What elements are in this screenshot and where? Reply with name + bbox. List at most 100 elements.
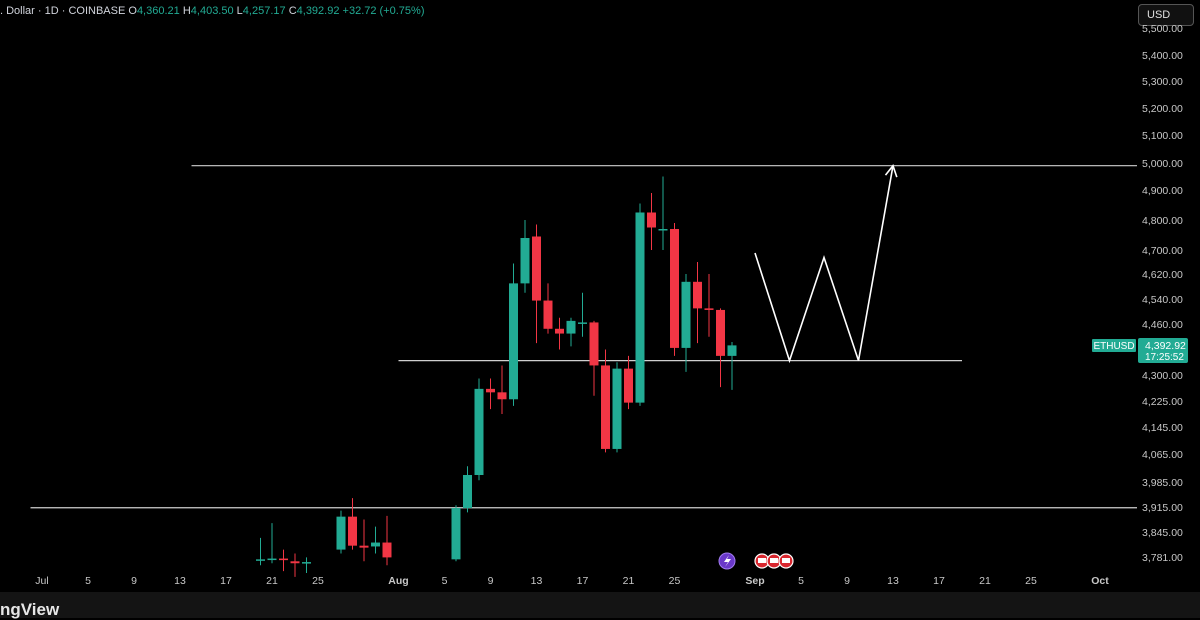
x-axis-tick-label: Aug bbox=[388, 575, 408, 587]
candle-body bbox=[497, 392, 507, 400]
y-axis-tick-label: 4,460.00 bbox=[1142, 319, 1183, 331]
candle-body bbox=[290, 561, 300, 564]
candle-body bbox=[555, 328, 564, 334]
x-axis-tick-label: 5 bbox=[442, 575, 448, 587]
candle-body bbox=[543, 300, 553, 329]
x-axis-tick-label: 5 bbox=[798, 575, 804, 587]
candle-body bbox=[566, 320, 576, 334]
y-axis-tick-label: 4,300.00 bbox=[1142, 370, 1183, 382]
y-axis-tick-label: 3,985.00 bbox=[1142, 477, 1183, 489]
symbol-tag-label: ETHUSD bbox=[1093, 341, 1134, 352]
x-axis-tick-label: 13 bbox=[531, 575, 543, 587]
candle-body bbox=[520, 238, 530, 284]
brand-logo-text: ngView bbox=[0, 600, 60, 619]
candle-body bbox=[589, 322, 599, 366]
candle-body bbox=[693, 281, 702, 309]
y-axis-tick-label: 5,000.00 bbox=[1142, 158, 1183, 170]
candle-body bbox=[578, 322, 587, 324]
candle-body bbox=[601, 365, 610, 449]
candle-body bbox=[348, 516, 357, 546]
y-axis-tick-label: 5,200.00 bbox=[1142, 103, 1183, 115]
open-value: 4,360.21 bbox=[136, 5, 180, 17]
candle-body bbox=[681, 281, 691, 348]
y-axis-tick-label: 3,915.00 bbox=[1142, 502, 1183, 514]
x-axis-tick-label: Sep bbox=[745, 575, 764, 587]
price-tag bbox=[1138, 338, 1188, 363]
candle-body bbox=[670, 229, 679, 348]
low-label: L bbox=[236, 5, 243, 17]
y-axis-tick-label: 4,540.00 bbox=[1142, 294, 1183, 306]
candle-body bbox=[635, 212, 645, 403]
x-axis-tick-label: 9 bbox=[844, 575, 850, 587]
change-value: +32.72 (+0.75%) bbox=[342, 5, 425, 17]
y-axis-tick-label: 4,145.00 bbox=[1142, 422, 1183, 434]
flag-stripe bbox=[770, 558, 778, 563]
x-axis-tick-label: 21 bbox=[623, 575, 635, 587]
candle-body bbox=[658, 229, 668, 231]
x-axis-tick-label: 9 bbox=[131, 575, 137, 587]
x-axis-tick-label: 17 bbox=[933, 575, 945, 587]
candle-body bbox=[509, 283, 518, 400]
candle-body bbox=[256, 559, 265, 561]
candle-body bbox=[463, 475, 472, 509]
candle-body bbox=[532, 236, 541, 301]
candle-body bbox=[727, 345, 737, 356]
x-axis-tick-label: 21 bbox=[266, 575, 278, 587]
candle-body bbox=[336, 516, 346, 550]
y-axis-tick-label: 3,781.00 bbox=[1142, 552, 1183, 564]
candle-body bbox=[704, 308, 714, 310]
y-axis-tick-label: 5,300.00 bbox=[1142, 76, 1183, 88]
symbol-header: . Dollar · 1D · COINBASE O4,360.21 H4,40… bbox=[0, 5, 424, 21]
y-axis-tick-label: 5,100.00 bbox=[1142, 130, 1183, 142]
candle-body bbox=[612, 368, 622, 449]
candle-body bbox=[474, 388, 484, 475]
candle-body bbox=[486, 388, 495, 393]
flag-stripe bbox=[758, 558, 766, 563]
symbol-tag bbox=[1092, 339, 1136, 352]
y-axis-tick-label: 4,800.00 bbox=[1142, 215, 1183, 227]
y-axis-tick-label: 4,700.00 bbox=[1142, 245, 1183, 257]
y-axis-tick-label: 3,845.00 bbox=[1142, 527, 1183, 539]
close-value: 4,392.92 bbox=[296, 5, 340, 17]
close-label: C bbox=[288, 5, 297, 17]
x-axis-tick-label: 13 bbox=[887, 575, 899, 587]
candle-body bbox=[624, 368, 633, 403]
symbol-title: . Dollar · 1D · COINBASE bbox=[0, 5, 126, 17]
x-axis-tick-label: 13 bbox=[174, 575, 186, 587]
currency-button[interactable]: USD bbox=[1138, 4, 1194, 26]
projection-arrow-head bbox=[884, 164, 898, 178]
price-tag-countdown: 17:25:52 bbox=[1145, 352, 1184, 363]
candle-body bbox=[279, 558, 288, 561]
x-axis-tick-label: 21 bbox=[979, 575, 991, 587]
candle-body bbox=[267, 558, 277, 561]
y-axis-tick-label: 4,225.00 bbox=[1142, 396, 1183, 408]
y-axis-tick-label: 4,620.00 bbox=[1142, 269, 1183, 281]
open-label: O bbox=[128, 5, 137, 17]
candle-body bbox=[647, 212, 656, 228]
y-axis-tick-label: 4,900.00 bbox=[1142, 185, 1183, 197]
price-chart[interactable]: 5,500.00 5,400.00 5,300.00 5,200.00 5,100.00… bbox=[0, 0, 1200, 592]
y-axis-tick-label: 4,065.00 bbox=[1142, 449, 1183, 461]
x-axis-tick-label: Jul bbox=[35, 575, 48, 587]
candle-body bbox=[359, 545, 369, 548]
x-axis-tick-label: 25 bbox=[669, 575, 681, 587]
x-axis-tick-label: 9 bbox=[488, 575, 494, 587]
x-axis-tick-label: 25 bbox=[312, 575, 324, 587]
x-axis-tick-label: 5 bbox=[85, 575, 91, 587]
candle-body bbox=[302, 562, 311, 564]
high-value: 4,403.50 bbox=[190, 5, 234, 17]
projection-path bbox=[754, 165, 894, 364]
candle-body bbox=[451, 508, 461, 560]
candle-body bbox=[716, 309, 725, 356]
high-label: H bbox=[182, 5, 191, 17]
lightning-glyph bbox=[724, 555, 731, 567]
x-axis-tick-label: 17 bbox=[220, 575, 232, 587]
low-value: 4,257.17 bbox=[242, 5, 286, 17]
y-axis-tick-label: 5,500.00 bbox=[1142, 23, 1183, 35]
y-axis-tick-label: 5,400.00 bbox=[1142, 50, 1183, 62]
candle-body bbox=[382, 542, 392, 558]
bottom-bar bbox=[0, 592, 1200, 618]
flag-stripe bbox=[782, 558, 790, 563]
x-axis-tick-label: Oct bbox=[1091, 575, 1109, 587]
x-axis-tick-label: 25 bbox=[1025, 575, 1037, 587]
